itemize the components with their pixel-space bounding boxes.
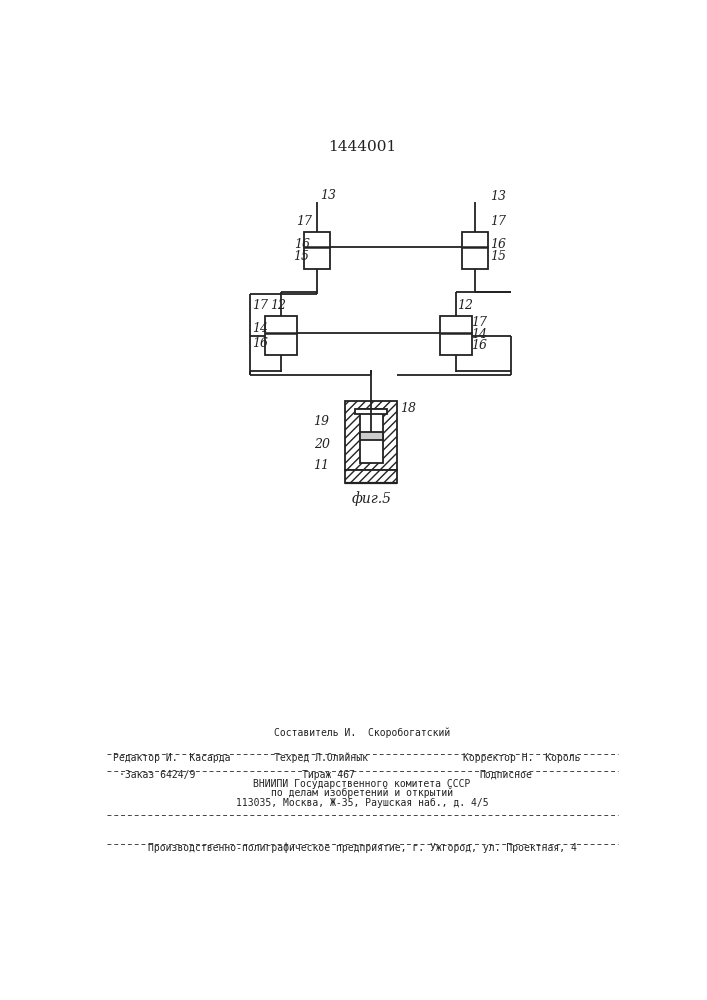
Bar <box>360 409 382 463</box>
Text: 17: 17 <box>252 299 268 312</box>
Text: 20: 20 <box>314 438 329 451</box>
Text: 12: 12 <box>457 299 474 312</box>
Bar <box>345 401 397 470</box>
Text: Тираж 467: Тираж 467 <box>303 770 356 780</box>
Text: Редактор И.  Касарда: Редактор И. Касарда <box>113 753 230 763</box>
Text: 16: 16 <box>252 337 268 350</box>
Bar <box>355 409 387 414</box>
Text: 17: 17 <box>472 316 487 329</box>
Text: 12: 12 <box>270 299 286 312</box>
Text: по делам изобретений и открытий: по делам изобретений и открытий <box>271 788 453 798</box>
Bar <box>360 432 382 440</box>
Text: 14: 14 <box>472 328 487 341</box>
Text: 15: 15 <box>491 250 506 263</box>
Text: 13: 13 <box>491 190 506 203</box>
Text: Производственно-полиграфическое предприятие, г. Ужгород, ул. Проектная, 4: Производственно-полиграфическое предприя… <box>148 843 576 853</box>
Bar <box>440 316 472 355</box>
Bar <box>265 316 297 355</box>
Text: фиг.5: фиг.5 <box>351 491 391 506</box>
Text: Техред Л.Олийнык: Техред Л.Олийнык <box>274 752 368 763</box>
Text: ·Заказ 6424/9: ·Заказ 6424/9 <box>119 770 196 780</box>
Text: 16: 16 <box>472 339 487 352</box>
Text: 1444001: 1444001 <box>328 140 396 154</box>
Text: 16: 16 <box>491 238 506 251</box>
Text: Составитель И.  Скоробогатский: Составитель И. Скоробогатский <box>274 728 450 738</box>
Text: 13: 13 <box>320 189 337 202</box>
Text: 19: 19 <box>314 415 329 428</box>
Text: 17: 17 <box>491 215 506 228</box>
Text: 113035, Москва, Ж-35, Раушская наб., д. 4/5: 113035, Москва, Ж-35, Раушская наб., д. … <box>235 798 489 808</box>
Text: 17: 17 <box>296 215 312 228</box>
Text: Корректор Н.  Король: Корректор Н. Король <box>462 753 580 763</box>
Text: 15: 15 <box>293 250 309 263</box>
Text: 11: 11 <box>314 459 329 472</box>
Text: ВНИИПИ Государственного комитета СССР: ВНИИПИ Государственного комитета СССР <box>253 779 471 789</box>
Bar <box>462 232 489 269</box>
Text: Подписное: Подписное <box>479 770 532 780</box>
Bar <box>304 232 330 269</box>
Bar <box>345 470 397 483</box>
Text: 18: 18 <box>399 402 416 415</box>
Text: 16: 16 <box>294 238 310 251</box>
Text: 14: 14 <box>252 322 268 335</box>
